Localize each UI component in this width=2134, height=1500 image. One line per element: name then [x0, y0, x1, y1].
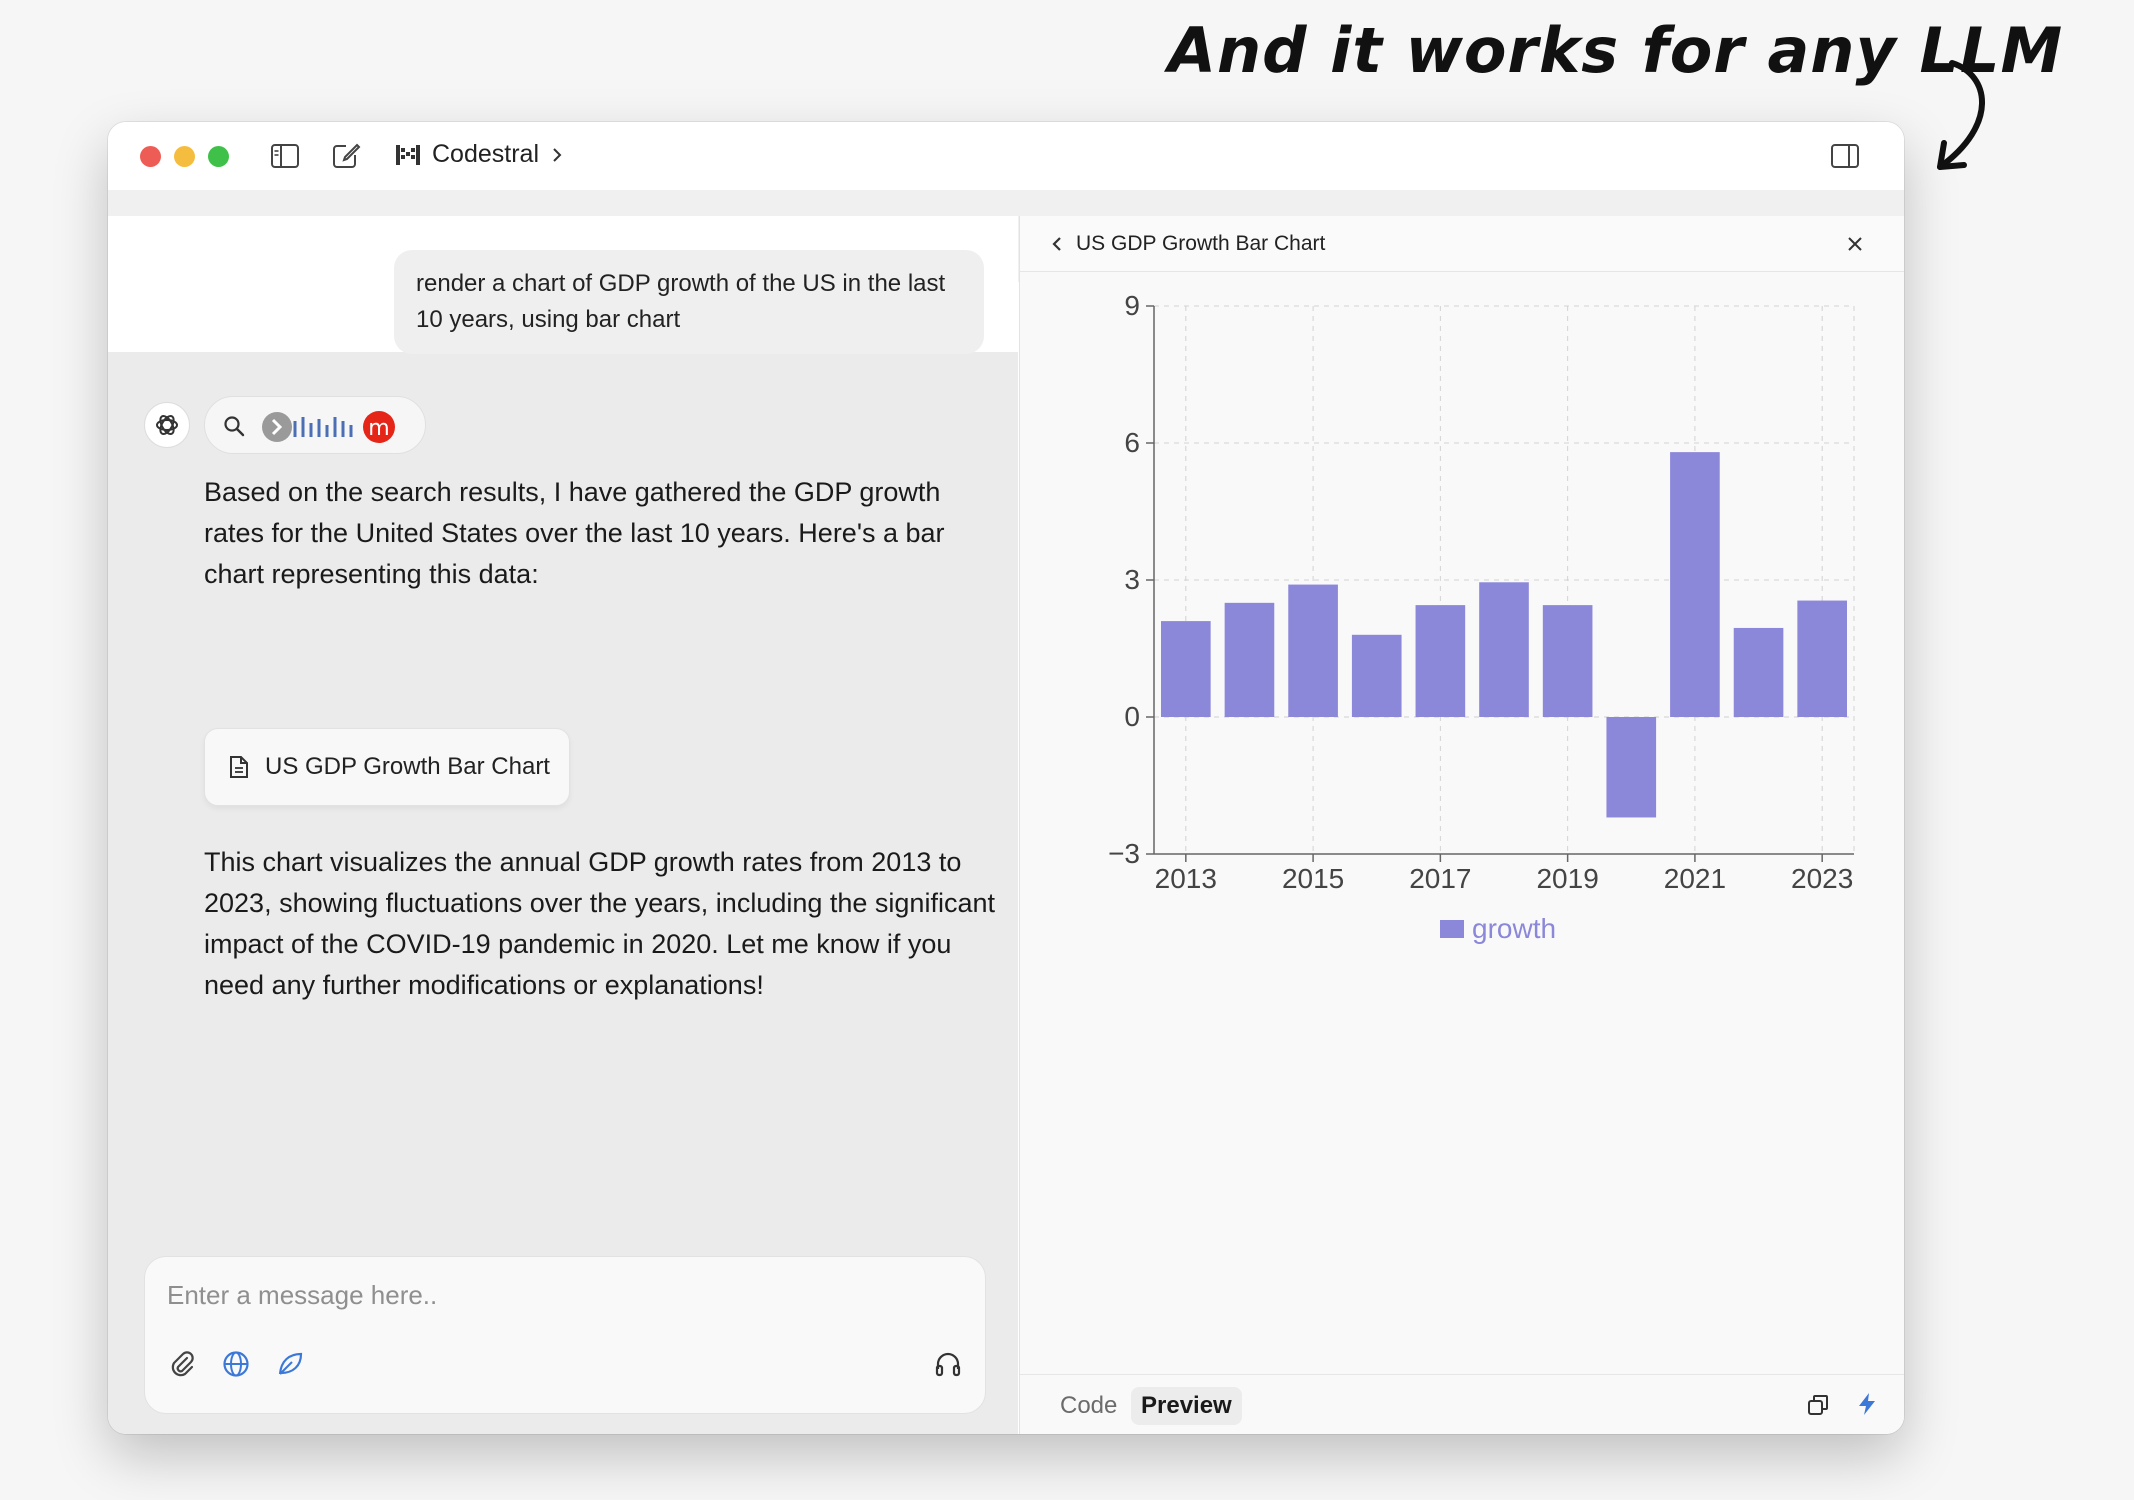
- bar-2020: [1606, 717, 1657, 818]
- y-tick-label: −3: [1108, 838, 1140, 869]
- x-tick-label: 2015: [1282, 863, 1344, 894]
- headline: And it works for any LLM: [1168, 14, 2064, 87]
- user-message: render a chart of GDP growth of the US i…: [394, 250, 984, 354]
- paperclip-icon[interactable]: [167, 1349, 197, 1379]
- message-input[interactable]: [167, 1275, 947, 1315]
- ai-outro-text: This chart visualizes the annual GDP gro…: [204, 847, 995, 1000]
- bar-2022: [1733, 627, 1784, 717]
- model-logo-icon: [396, 144, 420, 165]
- x-tick-label: 2013: [1155, 863, 1217, 894]
- bar-2018: [1479, 582, 1529, 717]
- x-tick-label: 2023: [1791, 863, 1853, 894]
- ai-intro-text: Based on the search results, I have gath…: [204, 477, 945, 589]
- copy-icon[interactable]: [1806, 1393, 1830, 1417]
- model-selector[interactable]: Codestral: [396, 140, 563, 169]
- artifact-card[interactable]: US GDP Growth Bar Chart: [204, 728, 570, 806]
- titlebar: Codestral: [108, 122, 1904, 190]
- tab-code[interactable]: Code: [1060, 1392, 1118, 1419]
- message-composer: [144, 1256, 986, 1414]
- legend-swatch: [1440, 920, 1464, 938]
- artifact-panel: US GDP Growth Bar Chart −3 0 3 6 9 2013 2015 20…: [1019, 216, 1904, 1434]
- traffic-lights: [140, 145, 229, 167]
- bar-2013: [1161, 621, 1211, 717]
- artifact-card-label: US GDP Growth Bar Chart: [265, 753, 550, 780]
- leaf-icon[interactable]: [275, 1349, 305, 1379]
- y-tick-label: 6: [1124, 427, 1140, 458]
- tab-preview[interactable]: Preview: [1131, 1387, 1242, 1425]
- x-tick-label: 2017: [1409, 863, 1471, 894]
- artifact-footer: Code Preview: [1020, 1374, 1904, 1434]
- bar-2019: [1542, 605, 1593, 717]
- close-icon[interactable]: [1846, 235, 1864, 253]
- y-tick-label: 0: [1124, 701, 1140, 732]
- arrow-icon: [1937, 60, 1985, 170]
- x-tick-label: 2021: [1664, 863, 1726, 894]
- legend-label: growth: [1472, 913, 1556, 944]
- model-name: Codestral: [432, 140, 539, 168]
- close-window-button[interactable]: [140, 145, 161, 167]
- bar-2017: [1415, 605, 1466, 717]
- source-favicons: m: [262, 411, 395, 443]
- x-tick-label: 2019: [1536, 863, 1598, 894]
- app-window: Codestral render a chart of GDP growth o…: [108, 122, 1904, 1434]
- panel-toggle-icon[interactable]: [1830, 143, 1860, 169]
- chevron-left-icon[interactable]: [1050, 234, 1064, 254]
- search-icon: [224, 416, 245, 437]
- y-tick-label: 3: [1124, 564, 1140, 595]
- sidebar-icon[interactable]: [270, 143, 300, 169]
- bar-2021: [1670, 452, 1720, 717]
- y-tick-label: 9: [1124, 290, 1140, 321]
- bar-2014: [1224, 602, 1275, 717]
- bar-2023: [1797, 600, 1847, 717]
- bar-2016: [1351, 634, 1402, 717]
- search-sources-pill[interactable]: m: [204, 396, 426, 454]
- bar-2015: [1288, 584, 1338, 717]
- chat-panel: render a chart of GDP growth of the US i…: [108, 216, 1018, 1434]
- document-icon: [230, 756, 248, 778]
- svg-text:m: m: [368, 416, 389, 441]
- artifact-title: US GDP Growth Bar Chart: [1076, 231, 1326, 255]
- zoom-window-button[interactable]: [208, 145, 229, 167]
- chevron-right-icon: [553, 147, 562, 162]
- bolt-icon[interactable]: [1856, 1391, 1878, 1417]
- user-message-area: render a chart of GDP growth of the US i…: [108, 216, 1018, 354]
- gdp-bar-chart: −3 0 3 6 9 2013 2015 2017 2019 2021 2023 growth: [1108, 290, 1855, 944]
- globe-icon[interactable]: [221, 1349, 251, 1379]
- minimize-window-button[interactable]: [174, 145, 195, 167]
- openai-icon: [144, 402, 190, 448]
- artifact-header: US GDP Growth Bar Chart: [1020, 216, 1904, 272]
- headphones-icon[interactable]: [933, 1349, 963, 1379]
- compose-icon[interactable]: [332, 143, 362, 169]
